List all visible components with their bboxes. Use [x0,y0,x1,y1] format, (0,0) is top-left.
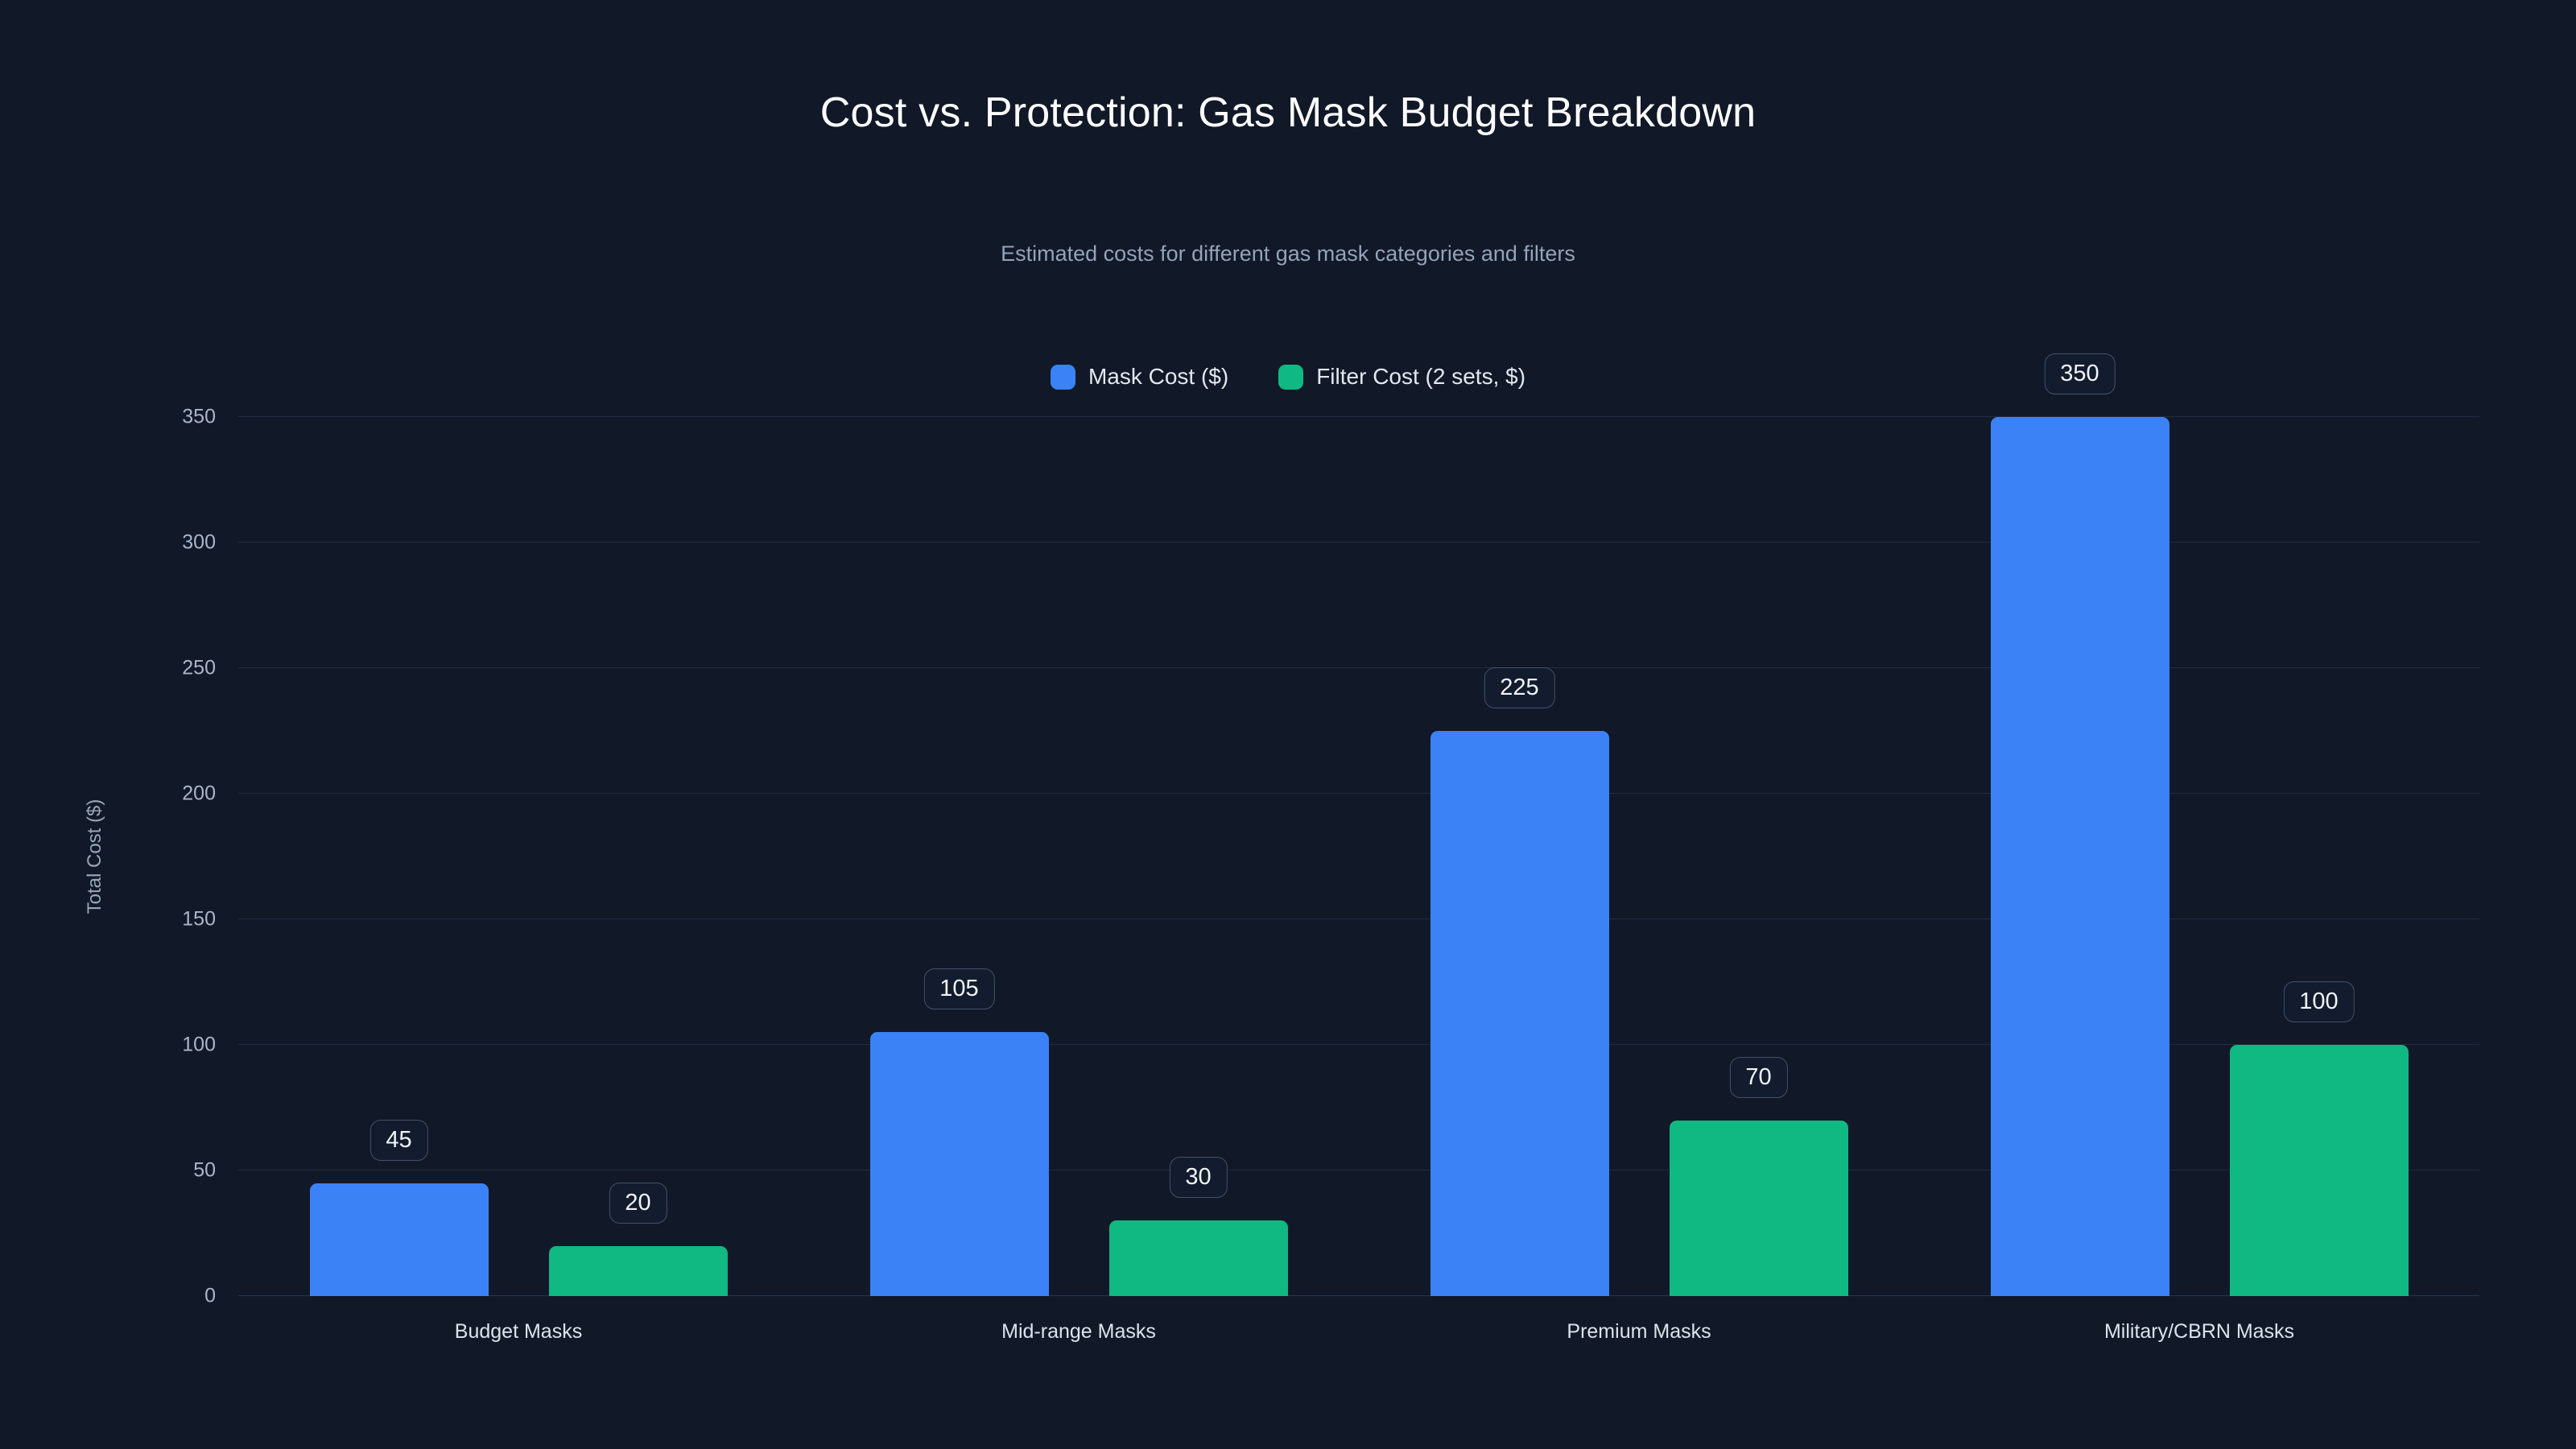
y-axis-tick-label: 100 [182,1033,216,1056]
bar-value-label: 45 [369,1119,428,1161]
bar-mask-cost[interactable] [869,1032,1049,1296]
gridline [238,793,2479,794]
y-axis-title: Total Cost ($) [84,799,105,914]
y-axis-tick-label: 350 [182,405,216,428]
x-axis-tick-label: Premium Masks [1567,1320,1711,1343]
bar-value-label: 70 [1729,1056,1788,1098]
gridline [238,542,2479,543]
legend-swatch-filter-cost [1278,364,1304,390]
chart-subtitle: Estimated costs for different gas mask c… [1001,242,1575,266]
bar-value-label: 225 [1484,667,1555,708]
legend-label-filter-cost: Filter Cost (2 sets, $) [1316,364,1526,389]
x-axis-tick-label: Military/CBRN Masks [2103,1320,2295,1343]
plot-area: 45 20 105 30 225 70 350 100 [238,353,2479,1296]
y-axis-tick-label: 150 [182,907,216,931]
y-axis-tick-label: 0 [204,1284,216,1307]
bar-filter-cost[interactable] [1108,1220,1288,1296]
bar-mask-cost[interactable] [1990,417,2169,1296]
bar-filter-cost[interactable] [548,1245,728,1296]
bar-value-label: 100 [2283,981,2355,1022]
chart-legend: Mask Cost ($) Filter Cost (2 sets, $) [0,364,2576,390]
bar-mask-cost[interactable] [1430,731,1609,1296]
bar-mask-cost[interactable] [309,1183,489,1296]
x-axis-ticks: Budget Masks Mid-range Masks Premium Masks… [238,1320,2479,1368]
y-axis-tick-label: 300 [182,530,216,554]
x-axis-tick-label: Budget Masks [454,1320,583,1343]
bar-value-label: 30 [1169,1157,1228,1199]
y-axis-tick-label: 200 [182,782,216,805]
legend-item-filter-cost[interactable]: Filter Cost (2 sets, $) [1278,364,1525,390]
bar-value-label: 350 [2044,353,2116,394]
bar-value-label: 105 [923,968,995,1010]
legend-item-mask-cost[interactable]: Mask Cost ($) [1050,364,1229,390]
x-axis-tick-label: Mid-range Masks [1001,1320,1156,1343]
legend-label-mask-cost: Mask Cost ($) [1088,364,1229,389]
gridline [238,667,2479,668]
bar-filter-cost[interactable] [1669,1120,1848,1296]
gridline [238,416,2479,417]
y-axis-tick-label: 250 [182,656,216,679]
y-axis-ticks: 0 50 100 150 200 250 300 350 [0,406,238,1307]
y-axis-tick-label: 50 [193,1158,216,1182]
legend-swatch-mask-cost [1050,364,1075,390]
gridline [238,1295,2479,1296]
chart-title: Cost vs. Protection: Gas Mask Budget Bre… [819,89,1757,136]
bar-filter-cost[interactable] [2229,1045,2409,1296]
gridline [238,1044,2479,1045]
bar-value-label: 20 [609,1182,667,1224]
